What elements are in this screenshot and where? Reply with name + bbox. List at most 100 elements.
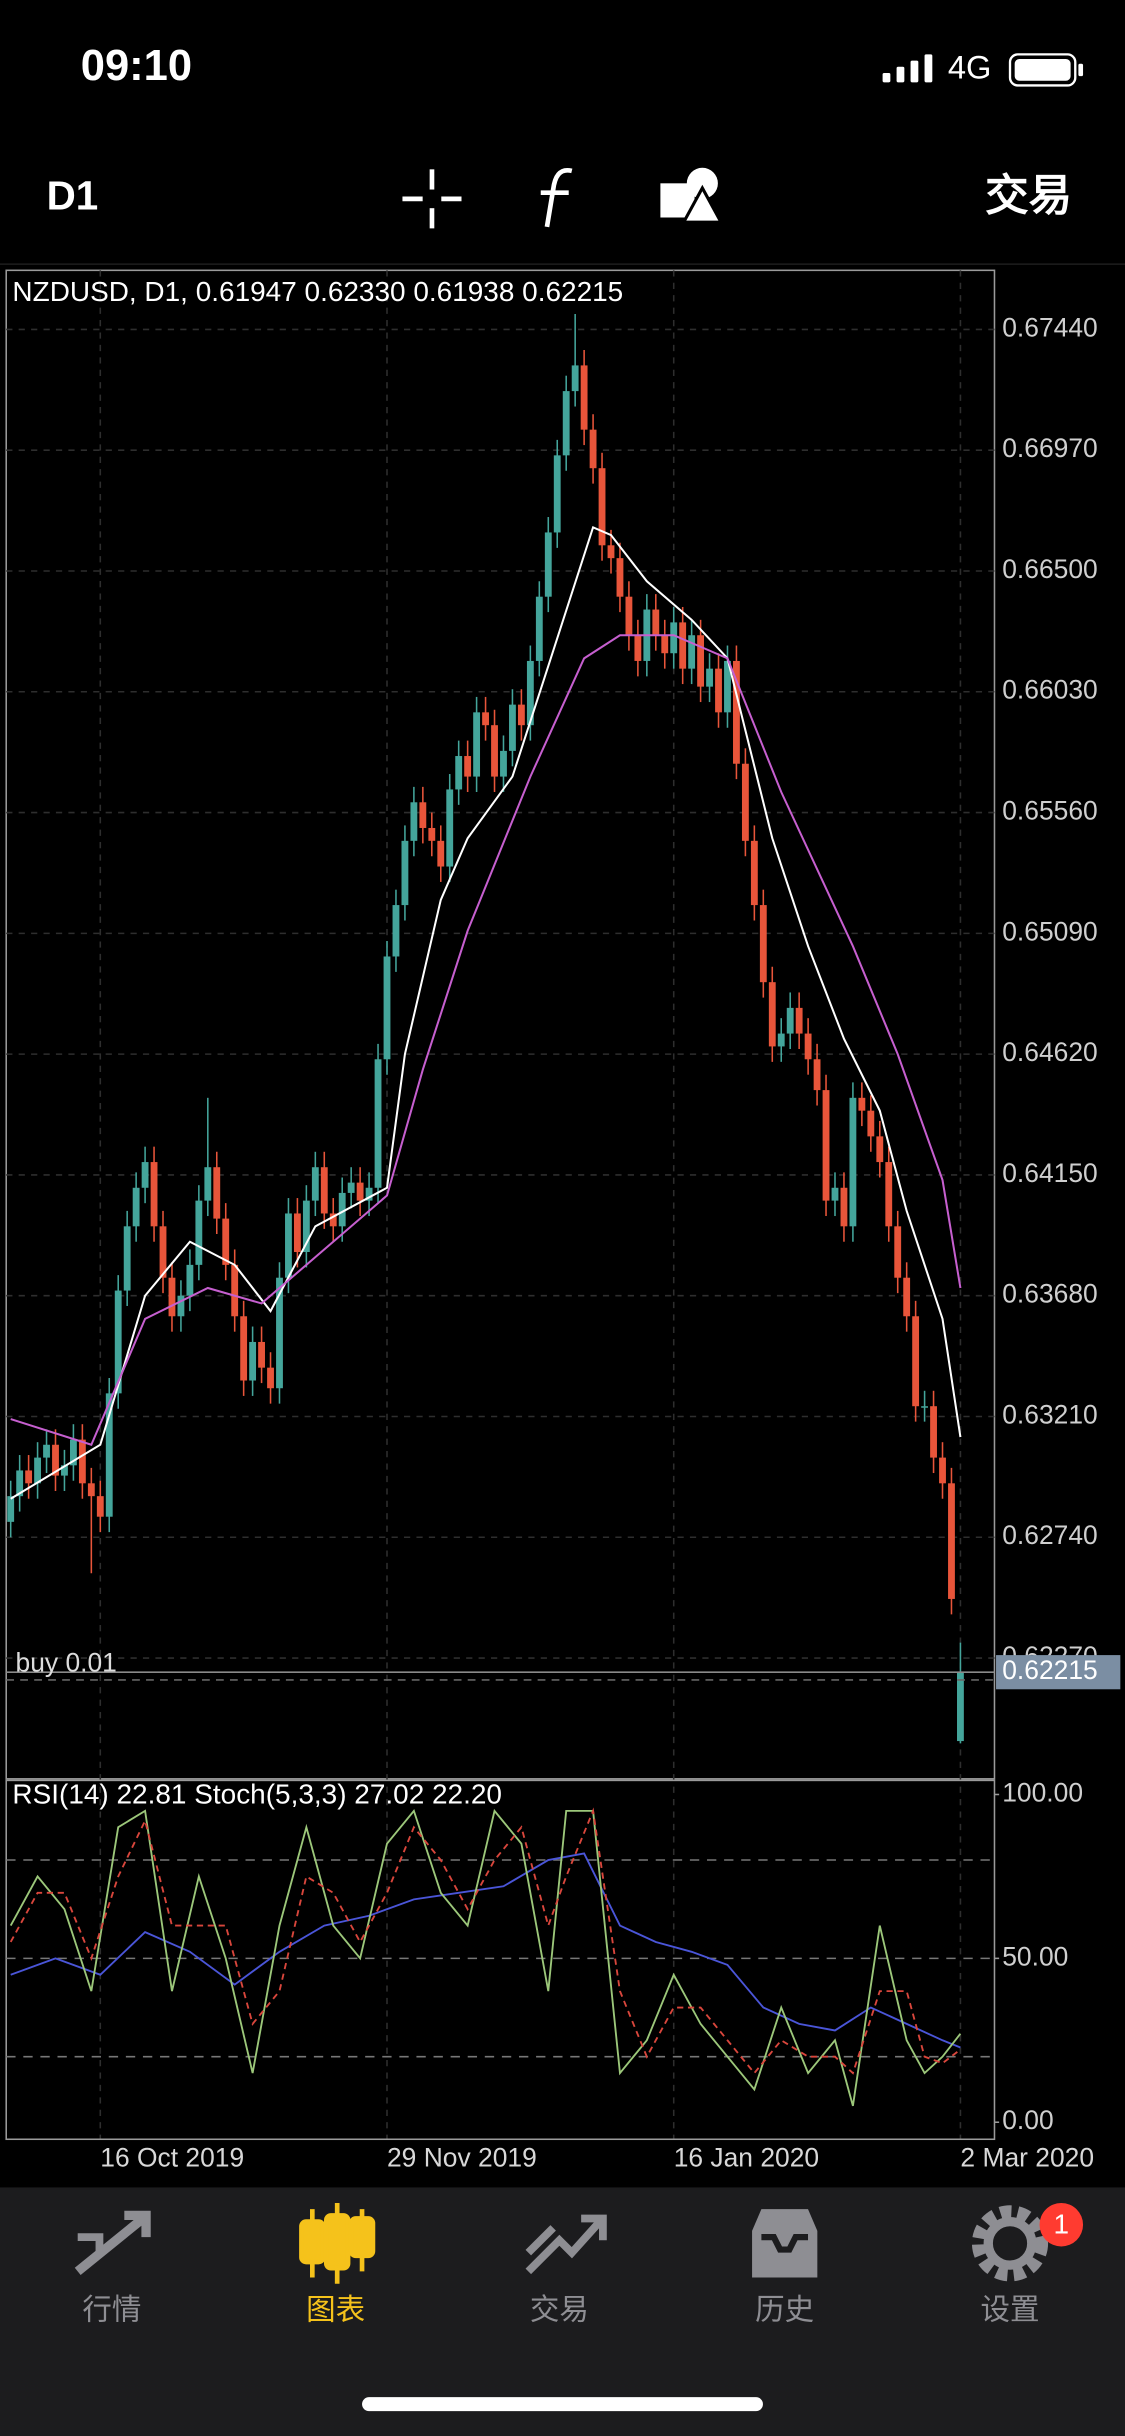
candle-body xyxy=(302,1200,310,1253)
moving-average xyxy=(10,634,962,1446)
home-indicator xyxy=(362,2397,763,2412)
candle-body xyxy=(544,532,552,597)
candle-body xyxy=(813,1059,821,1091)
candle-body xyxy=(948,1483,955,1599)
candle-body xyxy=(482,712,489,726)
candle-body xyxy=(921,1406,929,1408)
candle-body xyxy=(580,365,588,430)
candle-body xyxy=(428,827,436,841)
candle-body xyxy=(741,763,749,841)
candle-body xyxy=(150,1162,158,1227)
badge xyxy=(1039,2202,1084,2247)
timeframe-button[interactable]: D1 xyxy=(47,173,99,219)
candle-body xyxy=(141,1162,149,1188)
x-tick-label: 16 Jan 2020 xyxy=(674,2142,819,2172)
candle-body xyxy=(61,1465,68,1476)
candle-body xyxy=(912,1316,920,1407)
candle-body xyxy=(186,1264,194,1296)
candle-body xyxy=(517,704,525,726)
candle-body xyxy=(383,956,391,1060)
candle-body xyxy=(16,1470,24,1497)
candle-body xyxy=(132,1187,140,1227)
indicator-line xyxy=(10,1852,961,2049)
candle-body xyxy=(822,1090,830,1201)
candle-body xyxy=(867,1110,875,1137)
indicators-button[interactable] xyxy=(540,167,573,228)
candle-body xyxy=(589,429,597,469)
tab-icon-trade xyxy=(525,2214,607,2275)
candle-body xyxy=(571,365,579,392)
tab-bar xyxy=(0,2187,1125,2436)
clock: 09:10 xyxy=(81,42,192,90)
candle-body xyxy=(607,545,615,559)
trade-button[interactable]: 交易 xyxy=(985,172,1072,220)
candle-body xyxy=(500,750,507,777)
candle-body xyxy=(159,1226,167,1278)
candle-body xyxy=(840,1187,848,1227)
candle-body xyxy=(526,660,534,726)
indicator-title: RSI(14) 22.81 Stoch(5,3,3) 27.02 22.20 xyxy=(12,1778,502,1809)
candle-body xyxy=(285,1213,292,1278)
candle-body xyxy=(661,635,669,654)
candle-body xyxy=(43,1444,50,1458)
tab-label[interactable]: 交易 xyxy=(530,2294,589,2327)
tab-label[interactable]: 历史 xyxy=(755,2294,814,2327)
candle-body xyxy=(670,622,678,654)
candle-body xyxy=(392,905,400,957)
candle-body xyxy=(849,1097,857,1227)
x-tick-label: 16 Oct 2019 xyxy=(100,2142,244,2172)
candle-body xyxy=(267,1367,274,1389)
candle-body xyxy=(777,1033,785,1047)
tab-icon-history xyxy=(752,2209,818,2278)
candle-body xyxy=(276,1277,283,1389)
candle-body xyxy=(455,756,463,790)
candle-body xyxy=(553,455,561,533)
candle-body xyxy=(634,635,642,661)
y-tick-label: 0.66970 xyxy=(1002,433,1097,463)
panel-border xyxy=(5,1779,996,2141)
candle-body xyxy=(894,1226,902,1278)
candle-body xyxy=(34,1457,41,1484)
candle-body xyxy=(410,802,418,841)
candle-body xyxy=(768,982,776,1047)
candle-body xyxy=(365,1187,373,1201)
y-tick-label: 0.64620 xyxy=(1002,1037,1097,1067)
candle-body xyxy=(105,1393,113,1517)
indicator-line xyxy=(9,1807,961,2075)
crosshair-button[interactable] xyxy=(402,169,462,229)
candle-body xyxy=(858,1097,866,1111)
candle-body xyxy=(258,1341,265,1368)
tab-label[interactable]: 行情 xyxy=(82,2294,141,2327)
indicator-line xyxy=(9,1808,962,2107)
candle-body xyxy=(7,1496,15,1522)
candle-body xyxy=(96,1496,104,1517)
candle-body xyxy=(464,756,472,777)
candle-body xyxy=(293,1213,301,1253)
candle-body xyxy=(491,725,498,777)
candle-body xyxy=(930,1406,937,1458)
candle-body xyxy=(320,1167,328,1214)
candle-body xyxy=(437,840,445,867)
candle-body xyxy=(329,1213,337,1227)
candle-body xyxy=(356,1182,364,1201)
candle-body xyxy=(876,1136,884,1163)
candle-body xyxy=(715,668,722,713)
objects-button[interactable] xyxy=(660,167,724,224)
candle-body xyxy=(374,1059,382,1188)
candle-body xyxy=(195,1200,203,1265)
tab-label[interactable]: 图表 xyxy=(306,2294,365,2327)
candle-body xyxy=(446,789,454,867)
badge-count: 1 xyxy=(1054,2209,1070,2240)
candle-body xyxy=(177,1295,185,1317)
candle-body xyxy=(69,1439,77,1466)
tab-icon-quotes xyxy=(74,2210,151,2275)
moving-average xyxy=(10,525,962,1500)
y-tick-label: 0.64150 xyxy=(1002,1158,1097,1188)
signal-icon xyxy=(882,54,933,83)
tab-label[interactable]: 设置 xyxy=(980,2294,1039,2327)
candle-body xyxy=(885,1162,893,1227)
y-tick-label: 0.62740 xyxy=(1002,1520,1097,1550)
candle-body xyxy=(240,1316,248,1381)
